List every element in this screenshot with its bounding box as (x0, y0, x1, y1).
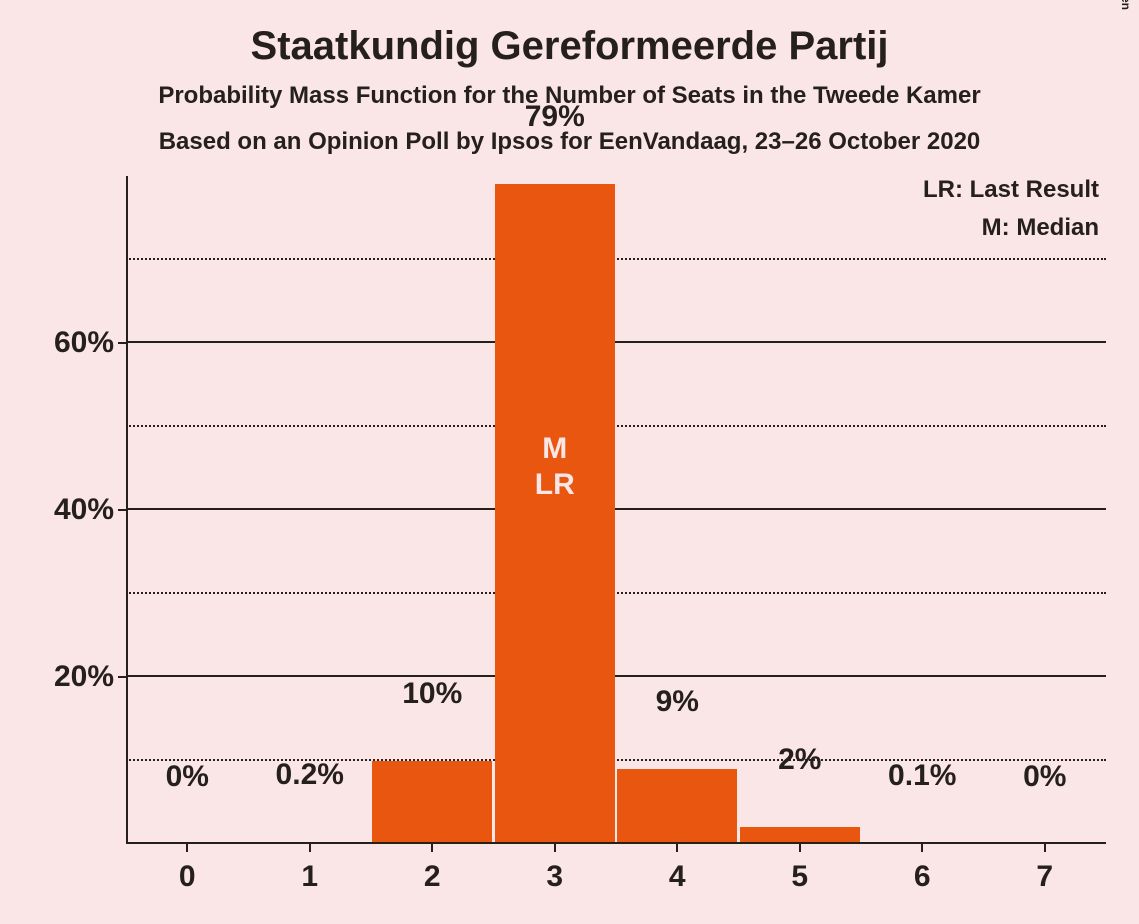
annotation-last-result: LR (535, 467, 575, 503)
gridline-major (126, 675, 1106, 677)
chart-canvas: Staatkundig Gereformeerde Partij Probabi… (0, 0, 1139, 924)
gridline-minor (126, 592, 1106, 594)
annotation-median: M (535, 431, 575, 467)
plot-area: 20%40%60%0%00.2%110%279%39%42%50.1%60%7M… (126, 176, 1106, 844)
bar (372, 761, 492, 845)
y-tick (118, 509, 126, 511)
bar-annotation: MLR (535, 431, 575, 503)
y-axis-line (126, 176, 128, 844)
x-tick (799, 844, 801, 852)
gridline-minor (126, 759, 1106, 761)
bar (495, 184, 615, 844)
gridline-minor (126, 258, 1106, 260)
y-tick (118, 676, 126, 678)
bar (617, 769, 737, 844)
x-tick (1044, 844, 1046, 852)
bar-value-label: 79% (525, 100, 585, 142)
bar-value-label: 0.1% (888, 759, 956, 801)
y-axis-label: 60% (54, 326, 126, 360)
bar-value-label: 0% (166, 760, 209, 802)
x-axis-line (126, 842, 1106, 844)
bar-value-label: 9% (656, 685, 699, 727)
x-tick (186, 844, 188, 852)
bar-value-label: 0% (1023, 760, 1066, 802)
gridline-major (126, 341, 1106, 343)
bar-value-label: 0.2% (276, 758, 344, 800)
chart-title: Staatkundig Gereformeerde Partij (0, 24, 1139, 69)
gridline-major (126, 508, 1106, 510)
x-tick (554, 844, 556, 852)
copyright-notice: © 2020 Filip van Laenen (1119, 0, 1133, 10)
x-tick (921, 844, 923, 852)
y-axis-label: 40% (54, 493, 126, 527)
x-tick (309, 844, 311, 852)
y-axis-label: 20% (54, 660, 126, 694)
bar-value-label: 10% (402, 677, 462, 719)
bar-value-label: 2% (778, 743, 821, 785)
y-tick (118, 342, 126, 344)
x-tick (676, 844, 678, 852)
x-tick (431, 844, 433, 852)
gridline-minor (126, 425, 1106, 427)
